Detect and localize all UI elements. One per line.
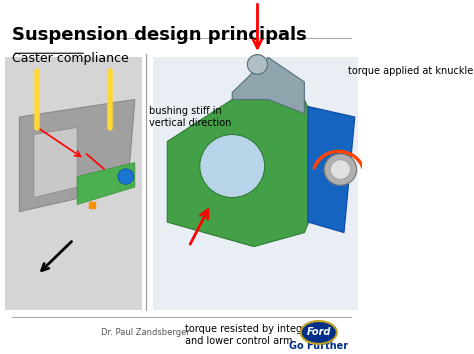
Circle shape [247, 55, 267, 74]
Text: bushing stiff in
vertical direction: bushing stiff in vertical direction [149, 106, 232, 128]
FancyBboxPatch shape [153, 57, 358, 310]
Polygon shape [34, 127, 77, 198]
Text: Caster compliance: Caster compliance [12, 52, 129, 65]
Polygon shape [19, 99, 135, 212]
Polygon shape [77, 162, 135, 205]
Text: Dr. Paul Zandsberger: Dr. Paul Zandsberger [101, 328, 190, 337]
Polygon shape [167, 99, 333, 247]
FancyBboxPatch shape [5, 57, 142, 310]
Text: Ford: Ford [307, 327, 331, 337]
Circle shape [324, 154, 356, 185]
Text: Suspension design principals: Suspension design principals [12, 26, 307, 44]
Circle shape [200, 135, 264, 198]
Text: torque resisted by integral link
and lower control arm: torque resisted by integral link and low… [185, 324, 336, 346]
Circle shape [118, 169, 134, 184]
Ellipse shape [301, 321, 337, 344]
Polygon shape [232, 57, 304, 114]
Polygon shape [308, 107, 355, 233]
Text: Go Further: Go Further [289, 342, 348, 352]
Text: torque applied at knuckle: torque applied at knuckle [347, 67, 473, 76]
Circle shape [330, 160, 350, 179]
